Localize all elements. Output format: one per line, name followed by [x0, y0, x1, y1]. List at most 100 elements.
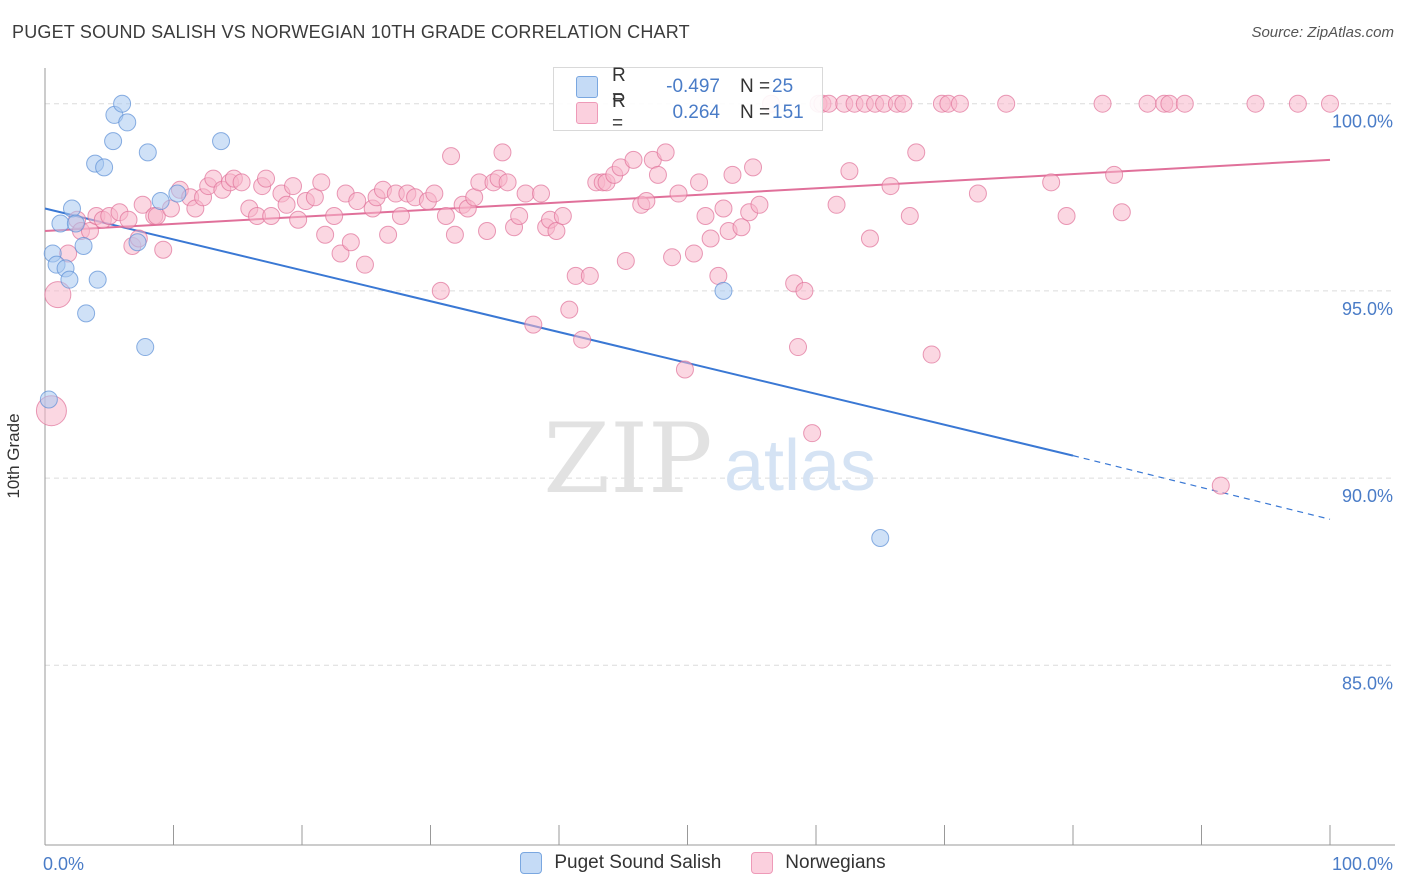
norwegians-point — [80, 221, 99, 240]
salish-point — [62, 199, 81, 218]
norwegians-point — [498, 173, 517, 192]
norwegians-point — [803, 424, 822, 443]
data-points — [35, 94, 1339, 547]
norwegians-swatch — [576, 102, 598, 124]
norwegians-point — [669, 184, 688, 203]
norwegians-point — [637, 192, 656, 211]
norwegians-point — [894, 94, 913, 113]
series-legend: Puget Sound Salish Norwegians — [0, 852, 1406, 874]
norwegians-point — [154, 240, 173, 259]
r-value: 0.264 — [672, 102, 720, 123]
salish-point — [60, 270, 79, 289]
norwegians-point — [580, 266, 599, 285]
legend-item-norwegians: Norwegians — [751, 852, 886, 874]
norwegians-point — [325, 207, 344, 226]
salish-point — [136, 338, 155, 357]
norwegians-point — [1288, 94, 1307, 113]
norwegians-point — [119, 210, 138, 229]
salish-point — [77, 304, 96, 323]
salish-point — [212, 132, 231, 151]
salish-trend-line-extension — [1072, 455, 1331, 520]
n-value: 25 — [772, 76, 794, 97]
norwegians-point — [732, 218, 751, 237]
salish-point — [871, 528, 890, 547]
norwegians-point — [1175, 94, 1194, 113]
norwegians-point — [431, 281, 450, 300]
norwegians-point — [881, 177, 900, 196]
norwegians-point — [547, 221, 566, 240]
source-credit: Source: ZipAtlas.com — [1251, 24, 1394, 41]
tick-labels: 100.0% 95.0% 90.0% 85.0% 0.0% 100.0% — [43, 112, 1393, 874]
norwegians-point — [445, 225, 464, 244]
salish-point — [714, 281, 733, 300]
norwegians-point — [1042, 173, 1061, 192]
norwegians-point — [1057, 207, 1076, 226]
salish-point — [138, 143, 157, 162]
norwegians-point — [789, 338, 808, 357]
norwegians-point — [997, 94, 1016, 113]
norwegians-point — [331, 244, 350, 263]
norwegians-point — [1211, 476, 1230, 495]
norwegians-point — [1160, 94, 1179, 113]
legend-label-norwegians: Norwegians — [785, 852, 886, 873]
norwegians-point — [723, 165, 742, 184]
norwegians-legend-swatch — [751, 852, 774, 874]
watermark-atlas: atlas — [724, 426, 876, 506]
r-label: R = — [612, 65, 626, 108]
norwegians-point — [573, 330, 592, 349]
norwegians-point — [701, 229, 720, 248]
salish-trend-line — [44, 207, 1074, 457]
y-axis-label: 10th Grade — [4, 413, 23, 499]
norwegians-point — [696, 207, 715, 226]
legend-item-salish: Puget Sound Salish — [520, 852, 721, 874]
norwegians-point — [284, 177, 303, 196]
norwegians-point — [616, 251, 635, 270]
r-value: -0.497 — [666, 76, 720, 97]
norwegians-point — [348, 192, 367, 211]
norwegians-point — [312, 173, 331, 192]
r-label: R = — [612, 91, 626, 134]
norwegians-point — [262, 207, 281, 226]
norwegians-point — [133, 195, 152, 214]
norwegians-point — [478, 221, 497, 240]
y-tick-label: 100.0% — [1332, 112, 1393, 132]
x-tick-label: 0.0% — [43, 854, 84, 874]
norwegians-point — [355, 255, 374, 274]
norwegians-point — [656, 143, 675, 162]
n-label: N = — [740, 102, 771, 123]
salish-point — [128, 233, 147, 252]
salish-point — [88, 270, 107, 289]
chart-title: PUGET SOUND SALISH VS NORWEGIAN 10TH GRA… — [12, 22, 690, 42]
norwegians-point — [289, 210, 308, 229]
norwegians-point — [1321, 94, 1339, 113]
norwegians-point — [1093, 94, 1112, 113]
salish-point — [51, 214, 70, 233]
norwegians-point — [1246, 94, 1265, 113]
axes — [44, 68, 1395, 846]
salish-point — [168, 184, 187, 203]
norwegians-point — [44, 281, 72, 309]
salish-point — [95, 158, 114, 177]
salish-point — [74, 236, 93, 255]
norwegians-point — [744, 158, 763, 177]
norwegians-point — [968, 184, 987, 203]
salish-point — [39, 390, 58, 409]
norwegians-point — [316, 225, 335, 244]
norwegians-point — [648, 165, 667, 184]
norwegians-point — [922, 345, 941, 364]
norwegians-point — [907, 143, 926, 162]
norwegians-point — [516, 184, 535, 203]
norwegians-point — [1138, 94, 1157, 113]
watermark: ZIP atlas — [543, 403, 876, 515]
norwegians-point — [690, 173, 709, 192]
salish-point — [151, 192, 170, 211]
stats-legend-row-norwegians: R = 0.264 N = 151 — [576, 91, 804, 134]
n-value: 151 — [772, 102, 804, 123]
norwegians-point — [714, 199, 733, 218]
norwegians-point — [277, 195, 296, 214]
norwegians-point — [553, 207, 572, 226]
norwegians-point — [684, 244, 703, 263]
norwegians-point — [675, 360, 694, 379]
norwegians-point — [750, 195, 769, 214]
norwegians-point — [257, 169, 276, 188]
